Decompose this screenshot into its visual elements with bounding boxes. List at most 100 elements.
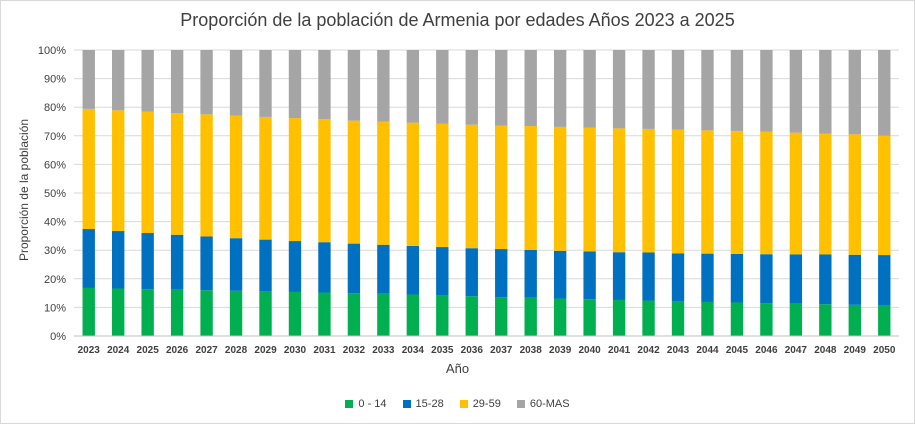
bar-segment	[819, 50, 832, 134]
bar-segment	[701, 253, 714, 302]
x-tick-label: 2038	[520, 345, 543, 356]
bar-segment	[200, 290, 213, 336]
bar-segment	[495, 125, 508, 250]
bar-segment	[377, 244, 390, 294]
bar-segment	[642, 128, 655, 253]
x-tick-label: 2049	[844, 345, 867, 356]
bar-segment	[259, 291, 272, 336]
bar-segment	[436, 50, 449, 124]
bar-segment	[288, 118, 302, 242]
bar-segment	[170, 289, 184, 336]
bar-segment	[465, 50, 478, 125]
bar-segment	[406, 294, 420, 336]
y-tick-label: 30%	[44, 245, 66, 257]
x-tick-label: 2026	[166, 345, 189, 356]
bar-segment	[612, 299, 626, 336]
bar-segment	[288, 241, 302, 292]
bar-segment	[82, 287, 95, 336]
bar-segment	[170, 50, 184, 114]
bar-segment	[259, 50, 272, 117]
bar-segment	[318, 50, 331, 120]
bar-segment	[848, 254, 861, 305]
bar-segment	[82, 229, 95, 288]
bar-segment	[878, 50, 891, 136]
bar-segment	[112, 288, 125, 336]
bar-segment	[141, 233, 154, 290]
bar-segment	[760, 254, 773, 304]
y-tick-label: 20%	[44, 274, 66, 286]
bar-segment	[760, 50, 773, 132]
bar-segment	[82, 108, 95, 230]
bar-segment	[819, 133, 832, 255]
bar-segment	[789, 50, 803, 133]
y-tick-label: 80%	[44, 102, 66, 114]
bar-segment	[229, 115, 243, 239]
y-tick-label: 90%	[44, 74, 66, 86]
bar-segment	[436, 295, 449, 336]
bar-segment	[612, 252, 626, 300]
bar-segment	[819, 304, 832, 336]
x-tick-label: 2030	[284, 345, 307, 356]
legend-label: 29-59	[472, 398, 501, 410]
x-tick-label: 2045	[726, 345, 749, 356]
x-tick-label: 2047	[785, 345, 808, 356]
y-tick-label: 60%	[44, 159, 66, 171]
y-tick-label: 50%	[44, 188, 66, 200]
bar-segment	[524, 249, 537, 298]
legend-swatch	[459, 400, 468, 408]
bar-segment	[288, 50, 302, 119]
bar-segment	[671, 253, 685, 302]
x-tick-label: 2023	[78, 345, 101, 356]
bar-segment	[347, 293, 361, 336]
legend-item: 15-28	[402, 398, 444, 410]
bar-segment	[878, 255, 891, 306]
legend: 0 - 14 15-28 29-59 60-MAS	[0, 398, 915, 410]
x-tick-label: 2032	[343, 345, 366, 356]
bar-segment	[436, 247, 449, 296]
bar-segment	[730, 130, 744, 254]
y-tick-label: 70%	[44, 131, 66, 143]
bar-segment	[377, 293, 390, 336]
y-tick-label: 40%	[44, 217, 66, 229]
x-tick-label: 2028	[225, 345, 248, 356]
bar-segment	[406, 122, 420, 246]
bar-segment	[347, 243, 361, 294]
x-tick-label: 2029	[254, 345, 277, 356]
bar-segment	[200, 236, 213, 291]
x-tick-label: 2027	[195, 345, 218, 356]
bar-segment	[553, 298, 567, 336]
x-tick-label: 2031	[313, 345, 336, 356]
bar-segment	[259, 116, 272, 240]
bar-segment	[612, 50, 626, 129]
legend-item: 0 - 14	[345, 398, 387, 410]
x-tick-label: 2036	[461, 345, 484, 356]
y-tick-label: 10%	[44, 302, 66, 314]
bar-segment	[436, 123, 449, 248]
x-tick-label: 2048	[814, 345, 837, 356]
bar-segment	[671, 50, 685, 130]
bar-segment	[524, 126, 537, 250]
x-tick-label: 2037	[490, 345, 513, 356]
legend-item: 60-MAS	[516, 398, 570, 410]
bar-segment	[583, 127, 596, 252]
bar-segment	[347, 120, 361, 244]
bar-segment	[553, 50, 567, 127]
bar-segment	[583, 251, 596, 300]
bar-segment	[524, 297, 537, 336]
bar-segment	[318, 119, 331, 243]
x-tick-label: 2042	[637, 345, 660, 356]
bar-segment	[406, 245, 420, 295]
legend-item: 29-59	[459, 398, 501, 410]
bar-segment	[789, 254, 803, 304]
bar-segment	[730, 302, 744, 336]
bar-segment	[701, 301, 714, 336]
bar-segment	[112, 110, 125, 232]
bar-segment	[141, 111, 154, 234]
x-tick-label: 2033	[372, 345, 395, 356]
x-tick-label: 2039	[549, 345, 572, 356]
bar-segment	[200, 50, 213, 115]
bar-segment	[377, 50, 390, 122]
legend-swatch	[516, 400, 525, 408]
bar-segment	[671, 301, 685, 336]
x-axis-label: Año	[445, 361, 470, 376]
